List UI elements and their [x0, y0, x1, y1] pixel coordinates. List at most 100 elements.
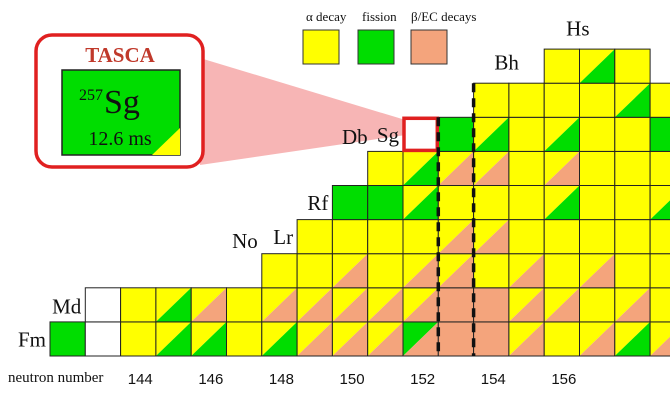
cell-upper-half [403, 321, 439, 356]
cell-lower-half [508, 287, 545, 322]
nuclide-cell-Lr-152 [402, 219, 439, 255]
cell-upper-half [191, 287, 227, 322]
cell-fill [403, 117, 439, 152]
nuclide-cell-Md-155 [508, 287, 545, 323]
cell-upper-half [614, 83, 651, 118]
cell-fill [367, 185, 403, 220]
cell-upper-half [297, 287, 333, 322]
cell-upper-half [579, 253, 615, 288]
cell-lower-half [544, 287, 580, 322]
nuclide-cell-Fm-142 [49, 321, 86, 357]
legend-swatch-a [302, 29, 340, 65]
x-tick-154: 154 [481, 371, 506, 388]
nuclide-cell-Md-151 [367, 287, 404, 323]
cell-fill [579, 151, 615, 186]
nuclide-cell-No-149 [296, 253, 333, 289]
nuclide-cell-Fm-147 [226, 321, 263, 357]
cell-fill [473, 287, 509, 322]
nuclide-cell-Md-148 [261, 287, 298, 323]
nuclide-cell-Hs-158 [614, 48, 651, 84]
cell-fill [650, 287, 670, 322]
nuclide-cell-Fm-159 [649, 321, 670, 357]
legend: α decay fission β/EC decays [302, 9, 476, 65]
nuclide-cell-Hs-157 [579, 48, 616, 84]
x-tick-152: 152 [410, 371, 435, 388]
cell-upper-half [403, 253, 439, 288]
cell-upper-half [297, 321, 333, 356]
cell-upper-half [544, 287, 580, 322]
nuclide-cell-Fm-151 [367, 321, 404, 357]
cell-lower-half [473, 219, 509, 254]
cell-lower-half [155, 321, 192, 356]
nuclide-cell-Rf-154 [473, 185, 510, 221]
nuclide-cell-Sg-154 [473, 116, 510, 152]
nuclide-cell-No-156 [543, 253, 581, 289]
cell-lower-half [403, 321, 439, 356]
cell-lower-half [438, 151, 474, 186]
cell-lower-half [579, 253, 615, 288]
cell-upper-half [614, 321, 651, 356]
legend-swatch-f [357, 29, 395, 65]
nuclide-cell-Rf-158 [614, 185, 651, 221]
nuclide-cell-Db-154 [473, 150, 510, 186]
callout-symbol: Sg [104, 84, 140, 121]
cell-upper-half [438, 151, 474, 186]
nuclide-cell-Md-150 [331, 287, 369, 323]
nuclide-cell-Lr-153 [437, 219, 475, 255]
cell-border [614, 48, 651, 84]
cell-fill [120, 321, 156, 356]
zoom-cone [200, 58, 403, 165]
nuclide-cell-Lr-157 [579, 219, 616, 255]
nuclide-cell-Fm-154 [473, 321, 510, 357]
nuclide-cell-No-148 [261, 253, 298, 289]
nuclide-cell-No-157 [579, 253, 616, 289]
element-label-Bh: Bh [494, 51, 519, 75]
cell-lower-half [332, 321, 368, 356]
nuclide-cell-Bh-155 [508, 82, 545, 118]
nuclide-cell-Sg-158 [614, 116, 651, 152]
nuclide-cell-Db-159 [649, 150, 670, 186]
cell-upper-half [332, 287, 368, 322]
cell-fill [544, 253, 580, 288]
nuclide-cell-Fm-158 [614, 321, 651, 357]
cell-fill [650, 253, 670, 288]
cell-fill [614, 219, 651, 254]
cell-fill [579, 219, 615, 254]
element-label-Rf: Rf [307, 191, 328, 215]
element-label-No: No [232, 229, 258, 253]
x-axis: neutron number 144 146 148 150 152 154 156 [8, 370, 576, 388]
cell-lower-half [438, 219, 474, 254]
x-tick-150: 150 [340, 371, 365, 388]
cell-fill [614, 151, 651, 186]
callout-mass-number: 257 [79, 87, 103, 104]
tasca-callout: TASCA 257 Sg 12.6 ms [34, 33, 205, 169]
x-tick-156: 156 [551, 371, 576, 388]
cell-upper-half [650, 185, 670, 220]
cell-upper-half [473, 219, 509, 254]
nuclide-cell-Md-158 [614, 287, 651, 323]
element-label-Lr: Lr [273, 225, 293, 249]
cell-lower-half [473, 117, 509, 152]
cell-lower-half [367, 321, 403, 356]
nuclide-cell-Bh-154 [473, 82, 510, 118]
nuclide-cell-Rf-157 [579, 185, 616, 221]
nuclide-cell-Md-152 [402, 287, 439, 323]
cell-lower-half [614, 321, 651, 356]
nuclide-cell-Sg-155 [508, 116, 545, 152]
element-label-Db: Db [342, 125, 368, 149]
cell-fill [508, 83, 545, 118]
cell-fill [367, 151, 403, 186]
legend-label-b: β/EC decays [411, 9, 476, 24]
cell-upper-half [261, 321, 298, 356]
nuclide-cell-Fm-144 [120, 321, 157, 357]
nuclide-cell-Rf-152 [402, 185, 439, 221]
cell-fill [261, 253, 298, 288]
cell-lower-half [650, 200, 670, 220]
nuclide-cell-Md-157 [579, 287, 616, 323]
cell-fill [367, 253, 403, 288]
cell-fill [508, 219, 545, 254]
nuclide-cell-Db-156 [543, 150, 581, 186]
cell-upper-half [155, 321, 192, 356]
cell-border [649, 82, 670, 118]
element-label-Sg: Sg [377, 123, 400, 147]
